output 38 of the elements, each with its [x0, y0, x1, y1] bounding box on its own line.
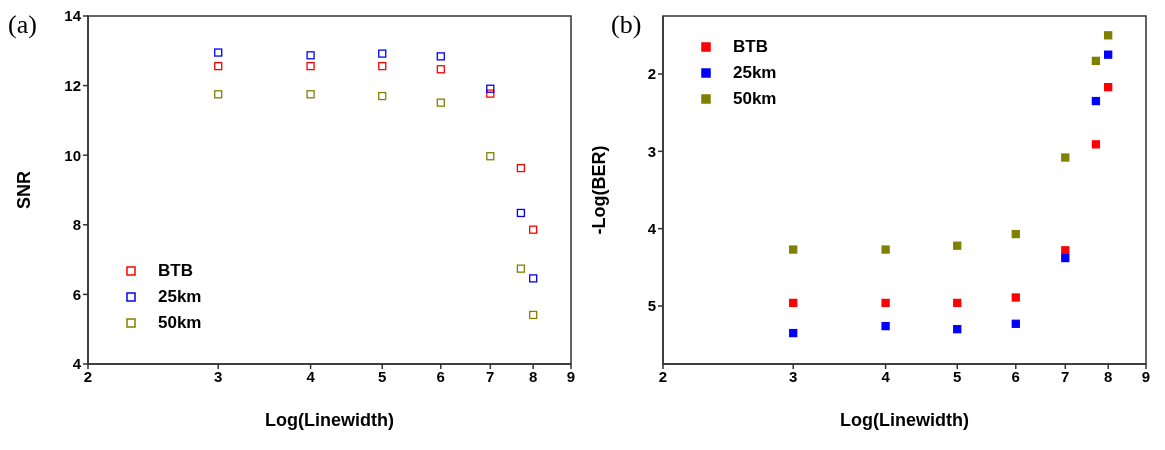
y-tick-label: 3 [647, 142, 656, 160]
x-tick-label: 8 [1104, 367, 1113, 385]
x-tick-label: 2 [658, 367, 668, 385]
y-tick-label: 2 [647, 65, 656, 83]
y-axis-title: -Log(BER) [589, 145, 610, 235]
legend-label: BTB [158, 260, 193, 282]
y-tick-label: 8 [72, 216, 81, 234]
chart-title: (b) [611, 10, 642, 40]
y-tick-label: 6 [72, 285, 81, 303]
y-tick-label: 10 [64, 146, 81, 164]
x-tick-label: 5 [378, 367, 387, 385]
legend-label: BTB [733, 36, 768, 58]
x-axis-title: Log(Linewidth) [840, 410, 969, 430]
legend-label: 25km [733, 62, 777, 84]
legend-label: 25km [158, 286, 202, 308]
x-tick-label: 4 [881, 367, 891, 385]
y-tick-label: 14 [64, 7, 82, 25]
x-tick-label: 7 [486, 367, 495, 385]
y-tick-label: 4 [72, 355, 82, 373]
y-tick-label: 4 [647, 219, 657, 237]
x-tick-label: 9 [1141, 367, 1151, 385]
x-tick-label: 7 [1061, 367, 1070, 385]
x-axis-title: Log(Linewidth) [265, 410, 394, 430]
y-axis-title: SNR [14, 170, 35, 210]
legend-label: 50km [733, 88, 777, 110]
x-tick-label: 2 [83, 367, 93, 385]
x-tick-label: 6 [1011, 367, 1020, 385]
x-tick-label: 8 [529, 367, 538, 385]
x-tick-label: 3 [789, 367, 798, 385]
y-tick-label: 5 [647, 297, 656, 315]
x-tick-label: 6 [436, 367, 445, 385]
x-tick-label: 3 [214, 367, 223, 385]
x-tick-label: 5 [953, 367, 962, 385]
legend-label: 50km [158, 312, 202, 334]
x-tick-label: 4 [306, 367, 316, 385]
y-tick-label: 12 [64, 76, 81, 94]
chart-title: (a) [8, 10, 37, 40]
x-tick-label: 9 [566, 367, 576, 385]
